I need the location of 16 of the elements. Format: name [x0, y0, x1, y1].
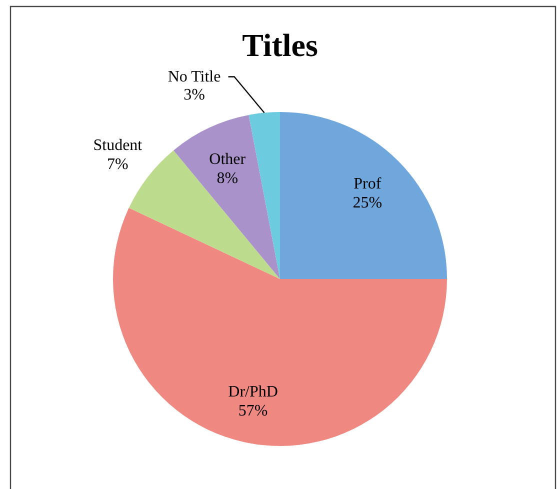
data-label: 8%	[216, 170, 238, 188]
slice-label: Student	[93, 137, 143, 154]
chart-title: Titles	[242, 27, 318, 63]
slice-label: Dr/PhD	[228, 384, 278, 401]
data-label: 25%	[352, 194, 382, 212]
data-label: 3%	[184, 86, 205, 104]
slice-label: Other	[209, 151, 246, 168]
pie-slice	[128, 150, 280, 279]
pie-slice	[280, 112, 447, 279]
data-label: 57%	[238, 402, 268, 420]
pie-slice	[174, 114, 280, 279]
slice-label: No Title	[168, 68, 221, 86]
data-label: 7%	[107, 156, 128, 174]
pie-slice	[248, 112, 280, 279]
pie-slice	[113, 208, 447, 446]
slice-label: Prof	[354, 176, 382, 193]
